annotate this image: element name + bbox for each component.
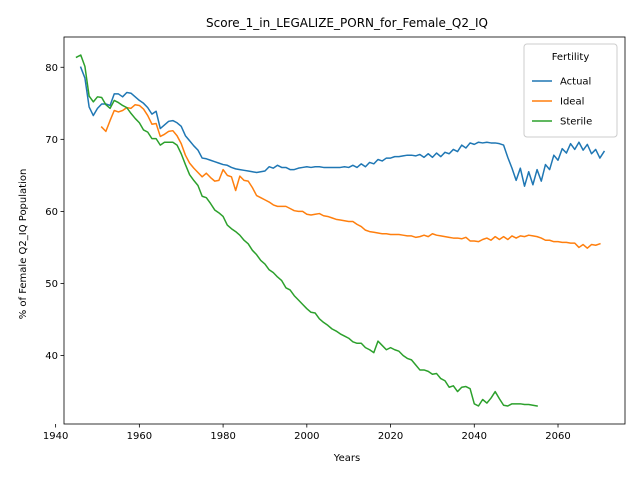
legend-label-ideal: Ideal: [560, 97, 584, 108]
axes-frame: [63, 36, 626, 425]
x-tick-label: 1980: [210, 431, 235, 442]
x-axis-title: Years: [333, 453, 360, 464]
x-tick-label: 1960: [127, 431, 152, 442]
legend-title: Fertility: [552, 52, 590, 63]
series-lines: [75, 54, 606, 407]
y-tick-label: 50: [45, 279, 58, 290]
y-tick-label: 40: [45, 351, 58, 362]
y-axis-ticks: 40 50 60 70 80: [45, 63, 64, 362]
legend-label-actual: Actual: [560, 77, 591, 88]
x-tick-label: 2000: [294, 431, 319, 442]
y-axis-title: % of Female Q2_IQ Population: [18, 169, 29, 320]
x-tick-label: 2020: [378, 431, 403, 442]
y-tick-label: 70: [45, 135, 58, 146]
x-tick-label: 2040: [462, 431, 487, 442]
series-line-actual: [79, 66, 606, 187]
legend-box: [523, 43, 618, 138]
chart-title: Score_1_in_LEGALIZE_PORN_for_Female_Q2_I…: [206, 16, 488, 30]
legend-label-sterile: Sterile: [560, 117, 592, 128]
series-line-ideal: [100, 103, 601, 249]
plot-area: 1940 1960 1980 2000 2020 2040 2060 40 50 60 70 80: [43, 36, 626, 442]
series-line-sterile: [75, 54, 538, 407]
legend: Fertility Actual Ideal Sterile: [523, 43, 618, 138]
x-tick-label: 2060: [545, 431, 570, 442]
y-tick-label: 60: [45, 207, 58, 218]
y-tick-label: 80: [45, 63, 58, 74]
x-tick-label: 1940: [43, 431, 68, 442]
x-axis-ticks: 1940 1960 1980 2000 2020 2040 2060: [43, 424, 571, 442]
